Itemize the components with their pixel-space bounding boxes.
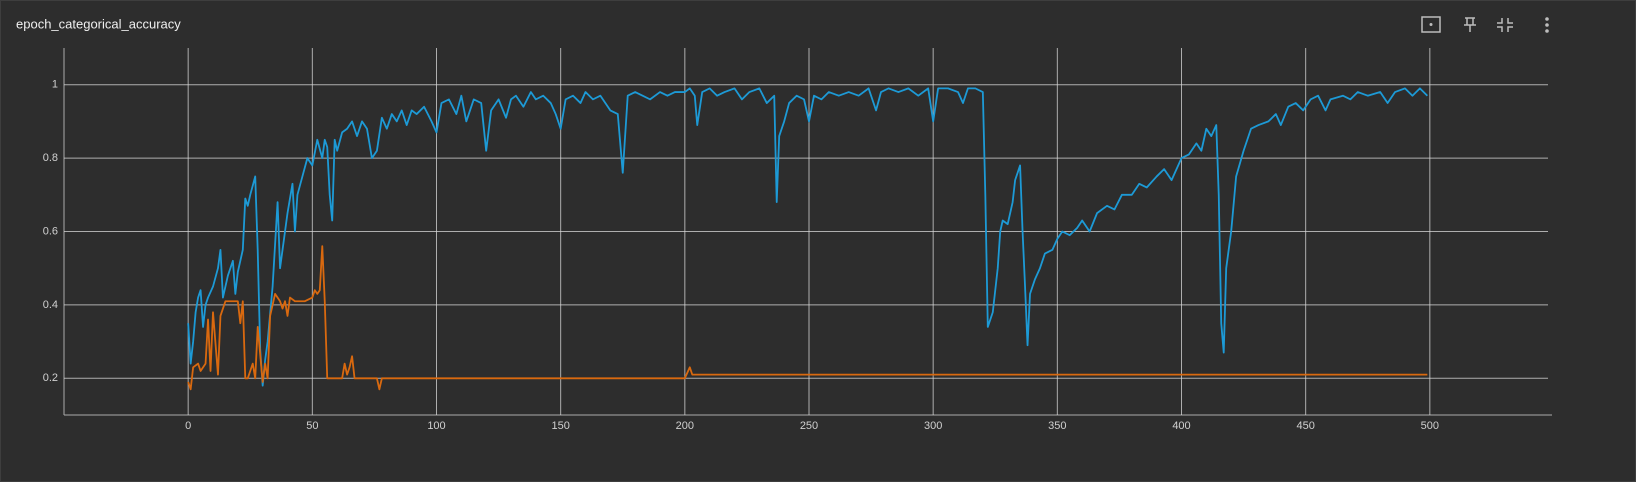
x-tick-label: 200 <box>676 420 694 432</box>
x-tick-label: 350 <box>1048 420 1066 432</box>
y-tick-label: 0.6 <box>43 225 58 237</box>
x-tick-label: 100 <box>427 420 445 432</box>
series-line <box>187 245 1428 391</box>
x-tick-label: 50 <box>306 420 318 432</box>
x-tick-label: 300 <box>924 420 942 432</box>
y-tick-label: 0.8 <box>43 152 58 164</box>
x-tick-label: 0 <box>185 420 191 432</box>
toolbar <box>1421 16 1549 33</box>
y-tick-label: 1 <box>52 79 58 91</box>
x-tick-label: 450 <box>1296 420 1314 432</box>
collapse-button[interactable] <box>1497 18 1513 32</box>
x-tick-label: 400 <box>1172 420 1190 432</box>
chart-title: epoch_categorical_accuracy <box>16 16 181 31</box>
x-tick-label: 150 <box>551 420 569 432</box>
series-line <box>187 87 1428 387</box>
more-button[interactable] <box>1545 17 1549 33</box>
x-tick-label: 250 <box>800 420 818 432</box>
y-tick-label: 0.4 <box>43 299 58 311</box>
pin-button[interactable] <box>1464 17 1476 32</box>
x-tick-label: 500 <box>1421 420 1439 432</box>
fit-domain-button[interactable] <box>1421 16 1441 33</box>
y-tick-label: 0.2 <box>43 372 58 384</box>
